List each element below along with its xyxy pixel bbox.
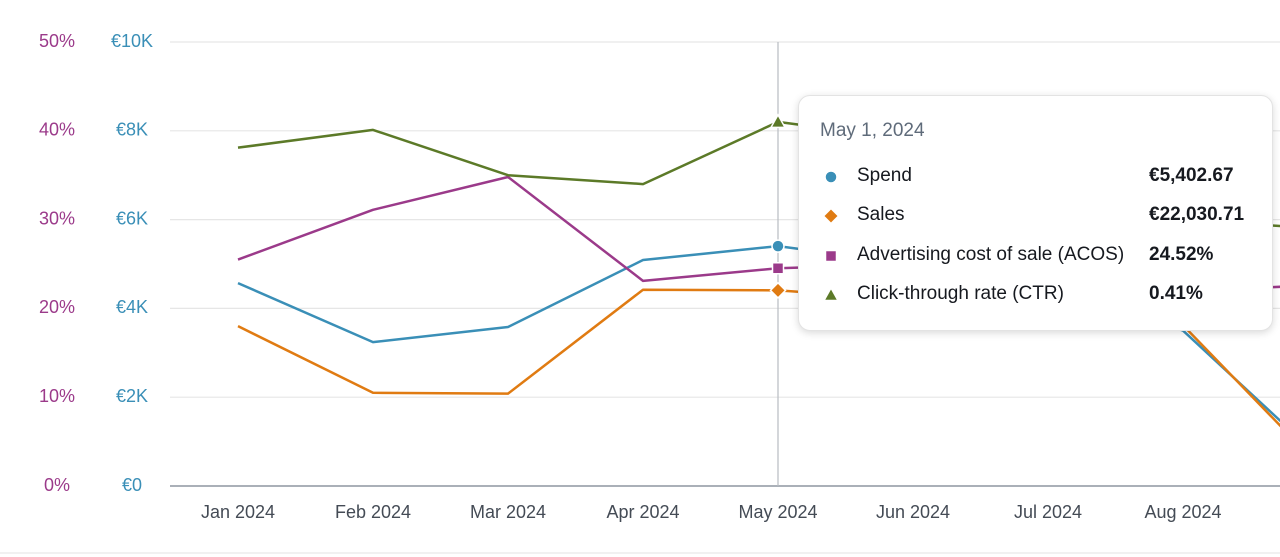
y2-tick-label: 40% [39, 120, 75, 140]
x-tick-label: Mar 2024 [470, 502, 546, 522]
legend-marker [824, 170, 838, 184]
x-tick-label: Jan 2024 [201, 502, 275, 522]
x-tick-label: Jun 2024 [876, 502, 950, 522]
hover-marker [769, 281, 787, 299]
tooltip-value: 24.52% [1149, 244, 1214, 265]
legend-label: Click-through rate (CTR) [857, 283, 1064, 304]
legend-icon [824, 170, 838, 184]
x-tick-label: Feb 2024 [335, 502, 411, 522]
y2-tick-label: 20% [39, 297, 75, 317]
y-tick-label: €0 [122, 475, 142, 495]
y2-tick-label: 50% [39, 31, 75, 51]
tooltip-row: Spend €5,402.67 [799, 165, 1272, 189]
x-tick-label: Aug 2024 [1144, 502, 1221, 522]
y2-tick-label: 30% [39, 208, 75, 228]
tooltip-value: €5,402.67 [1149, 165, 1234, 186]
y2-tick-label: 10% [39, 386, 75, 406]
hover-marker [771, 262, 785, 275]
legend-marker [824, 249, 838, 263]
tooltip-value: 0.41% [1149, 283, 1203, 304]
tooltip: May 1, 2024 Spend €5,402.67 Sales €22,030.7… [798, 95, 1273, 331]
y-tick-label: €4K [116, 297, 148, 317]
tooltip-row: Advertising cost of sale (ACOS) 24.52% [799, 244, 1272, 268]
y2-tick-label: 0% [44, 475, 70, 495]
legend-label: Advertising cost of sale (ACOS) [857, 244, 1125, 265]
x-tick-label: May 2024 [738, 502, 817, 522]
tooltip-value: €22,030.71 [1149, 204, 1245, 225]
legend-icon [822, 286, 840, 302]
x-tick-label: Jul 2024 [1014, 502, 1082, 522]
y-tick-label: €6K [116, 208, 148, 228]
legend-label: Sales [857, 204, 905, 225]
legend-label: Spend [857, 165, 912, 186]
x-tick-label: Apr 2024 [606, 502, 679, 522]
tooltip-row: Sales €22,030.71 [799, 204, 1272, 228]
legend-marker [822, 207, 840, 225]
legend-marker [822, 286, 840, 302]
legend-icon [822, 207, 840, 225]
hover-marker [769, 113, 787, 129]
y-tick-label: €10K [111, 31, 153, 51]
legend-icon [824, 249, 838, 263]
y-tick-label: €2K [116, 386, 148, 406]
tooltip-title: May 1, 2024 [820, 120, 925, 141]
y-tick-label: €8K [116, 120, 148, 140]
tooltip-row: Click-through rate (CTR) 0.41% [799, 283, 1272, 307]
hover-marker [771, 239, 785, 253]
